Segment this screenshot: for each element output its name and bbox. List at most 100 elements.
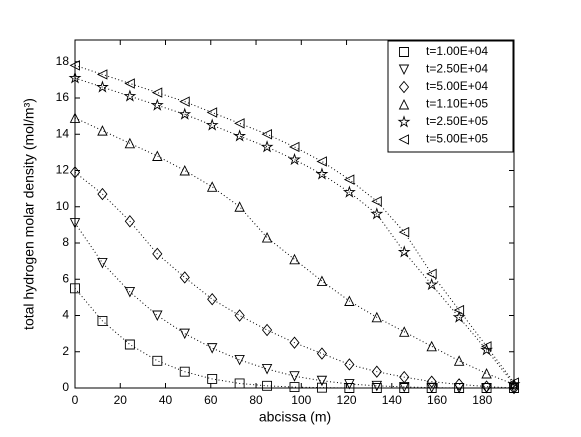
marker — [481, 383, 492, 394]
marker — [398, 226, 410, 238]
marker — [234, 309, 245, 322]
marker — [398, 64, 410, 76]
y-axis-label: total hydrogen molar density (mol/m³) — [21, 98, 37, 330]
x-tick-label: 60 — [204, 393, 218, 407]
marker — [481, 341, 492, 352]
marker — [316, 375, 328, 387]
marker — [371, 311, 383, 323]
marker — [205, 118, 219, 131]
marker — [96, 80, 109, 93]
y-tick-label: 8 — [62, 235, 69, 249]
series-line — [74, 171, 515, 389]
y-tick-label: 6 — [62, 271, 69, 285]
marker — [371, 380, 383, 392]
marker — [344, 358, 355, 371]
marker — [453, 304, 465, 316]
marker — [206, 107, 218, 118]
marker — [262, 380, 273, 391]
marker — [261, 364, 273, 375]
marker — [261, 323, 273, 337]
marker — [426, 382, 437, 394]
marker — [206, 181, 218, 192]
x-tick-label: 0 — [72, 393, 79, 407]
marker — [344, 379, 355, 390]
series-line — [74, 64, 515, 383]
legend-label: t=5.00E+05 — [426, 132, 488, 146]
marker — [397, 245, 411, 258]
marker — [398, 98, 410, 110]
marker — [234, 118, 245, 129]
marker — [234, 354, 245, 366]
marker — [426, 268, 437, 280]
marker — [481, 367, 492, 379]
marker — [124, 215, 135, 228]
marker — [124, 137, 136, 149]
marker — [480, 343, 493, 356]
marker — [123, 89, 137, 102]
legend-label: t=1.10E+05 — [426, 97, 488, 111]
legend: t=1.00E+04 t=2.50E+04 t=5.00E+04 t=1.10E+05… — [387, 40, 514, 153]
marker — [152, 355, 163, 366]
marker — [508, 377, 519, 388]
marker — [344, 383, 355, 393]
marker — [124, 286, 136, 298]
marker — [453, 383, 465, 394]
marker — [234, 378, 245, 389]
marker — [289, 371, 300, 382]
marker — [234, 201, 245, 212]
x-tick-label: 180 — [472, 393, 492, 407]
marker — [316, 347, 328, 360]
marker — [97, 315, 108, 326]
legend-label: t=2.50E+05 — [426, 114, 488, 128]
y-tick-label: 16 — [56, 90, 70, 104]
series-line — [74, 77, 515, 385]
series-line — [74, 222, 514, 389]
marker — [70, 283, 80, 294]
marker — [150, 98, 164, 111]
x-tick-label: 40 — [159, 393, 173, 407]
marker — [207, 292, 218, 306]
marker — [152, 150, 163, 161]
marker — [69, 218, 81, 229]
marker — [69, 112, 81, 123]
marker — [68, 71, 82, 84]
legend-box — [387, 40, 514, 153]
marker — [426, 375, 437, 388]
marker — [179, 96, 190, 107]
marker — [179, 164, 190, 176]
marker — [316, 275, 328, 287]
marker — [371, 196, 382, 207]
marker — [315, 167, 329, 180]
x-tick-label: 100 — [291, 393, 311, 407]
marker — [399, 47, 409, 57]
marker — [124, 78, 135, 89]
marker — [97, 125, 108, 136]
marker — [179, 328, 190, 340]
marker — [399, 370, 410, 384]
marker — [316, 156, 327, 167]
x-tick-label: 80 — [249, 393, 263, 407]
marker — [152, 310, 163, 322]
marker — [151, 87, 163, 98]
marker — [206, 343, 218, 354]
marker — [152, 247, 163, 261]
x-tick-label: 20 — [114, 393, 128, 407]
marker — [289, 382, 300, 393]
marker — [398, 80, 410, 94]
legend-label: t=1.00E+04 — [426, 44, 488, 58]
y-tick-label: 2 — [62, 344, 69, 358]
marker — [288, 152, 301, 166]
legend-label: t=2.50E+04 — [426, 62, 488, 76]
y-tick-label: 14 — [56, 126, 70, 140]
y-tick-label: 12 — [56, 163, 70, 177]
y-tick-label: 18 — [56, 54, 70, 68]
marker — [397, 115, 411, 128]
marker — [261, 129, 273, 140]
marker — [179, 366, 190, 377]
marker — [398, 134, 409, 145]
x-tick-label: 160 — [427, 393, 447, 407]
marker — [233, 129, 247, 142]
marker — [371, 383, 382, 393]
series-line — [74, 117, 515, 385]
